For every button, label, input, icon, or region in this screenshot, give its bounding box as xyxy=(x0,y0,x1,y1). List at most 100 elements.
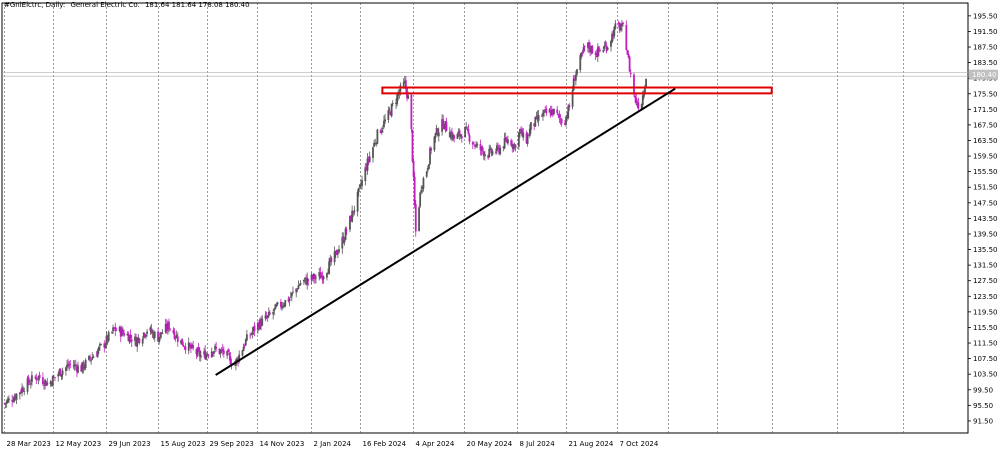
candle-body xyxy=(75,366,78,372)
candle-body xyxy=(430,148,433,151)
candle xyxy=(296,288,299,293)
candle-body xyxy=(457,131,460,134)
candle xyxy=(74,359,77,371)
candle xyxy=(188,343,191,348)
candle-body xyxy=(335,250,338,256)
candle-body xyxy=(43,385,45,386)
candle xyxy=(425,170,428,179)
candle xyxy=(351,205,354,223)
candle-body xyxy=(251,331,254,335)
candle-body xyxy=(565,116,567,125)
candle-body xyxy=(368,156,371,162)
candle-body xyxy=(226,351,229,356)
candle-body xyxy=(130,339,133,342)
candle xyxy=(635,93,638,106)
candle xyxy=(72,359,75,370)
candle-body xyxy=(23,391,26,392)
candle-body xyxy=(420,190,423,193)
candle xyxy=(89,354,91,362)
candle-body xyxy=(65,367,67,371)
candle-body xyxy=(18,392,21,395)
candle-body xyxy=(333,251,336,263)
candle-body xyxy=(99,344,101,346)
candle xyxy=(197,342,200,352)
candle xyxy=(422,176,425,192)
candle xyxy=(391,100,394,107)
candle xyxy=(190,341,192,354)
candle xyxy=(433,135,436,153)
y-tick-label: 159.50 xyxy=(973,153,998,161)
candle xyxy=(227,348,230,353)
candle-body xyxy=(527,134,530,136)
candle-body xyxy=(556,109,559,114)
candle-body xyxy=(273,308,276,311)
candle-body xyxy=(499,147,502,154)
candle xyxy=(372,146,374,163)
candle xyxy=(357,187,360,197)
candle-body xyxy=(389,111,392,116)
candle-body xyxy=(397,93,400,96)
candle-body xyxy=(197,347,200,351)
candle xyxy=(204,345,207,360)
candle xyxy=(198,347,201,362)
candle-body xyxy=(605,45,608,52)
candle-body xyxy=(282,305,284,307)
candle xyxy=(36,378,39,381)
candle-body xyxy=(422,178,425,189)
candle xyxy=(456,132,459,139)
candle xyxy=(625,20,628,51)
candle-body xyxy=(229,356,232,365)
candle xyxy=(228,349,231,361)
candle-body xyxy=(80,365,83,372)
candle xyxy=(28,379,31,385)
candle xyxy=(161,329,164,335)
candle xyxy=(603,41,606,51)
candle xyxy=(404,76,407,95)
candle-body xyxy=(390,104,393,117)
candle-body xyxy=(307,279,310,281)
y-tick-label: 91.50 xyxy=(973,417,993,425)
candle xyxy=(31,371,33,386)
candle-body xyxy=(181,338,184,345)
candle-body xyxy=(183,346,186,348)
candle xyxy=(338,245,340,254)
candle xyxy=(444,120,447,133)
candle xyxy=(574,70,577,86)
candle-body xyxy=(453,135,456,139)
y-tick-label: 175.50 xyxy=(973,90,998,98)
candle xyxy=(297,280,300,290)
candle-body xyxy=(12,401,15,403)
candle-body xyxy=(318,272,321,277)
candle-body xyxy=(157,331,159,342)
y-tick-label: 183.50 xyxy=(973,59,998,67)
candle-body xyxy=(452,134,454,140)
candle xyxy=(483,151,486,161)
candle xyxy=(203,347,205,358)
candle-body xyxy=(195,349,198,354)
candle xyxy=(152,329,155,340)
candle xyxy=(60,373,63,380)
candle-body xyxy=(336,253,339,255)
candle-body xyxy=(221,348,224,352)
candle-body xyxy=(105,335,108,344)
candle xyxy=(96,348,99,359)
candle xyxy=(259,317,261,330)
candle-body xyxy=(341,237,344,249)
candle-body xyxy=(84,360,87,368)
candle xyxy=(358,183,361,189)
candle xyxy=(21,383,23,397)
candle xyxy=(243,343,246,349)
candle xyxy=(181,338,184,346)
candle xyxy=(525,130,528,144)
candle xyxy=(22,385,25,392)
candle-body xyxy=(57,373,60,377)
candle-body xyxy=(89,356,91,360)
candle-body xyxy=(54,376,56,378)
candle-body xyxy=(622,22,624,24)
candle xyxy=(480,146,483,156)
candle-body xyxy=(174,337,177,339)
candle xyxy=(571,85,574,110)
candle xyxy=(341,232,344,254)
